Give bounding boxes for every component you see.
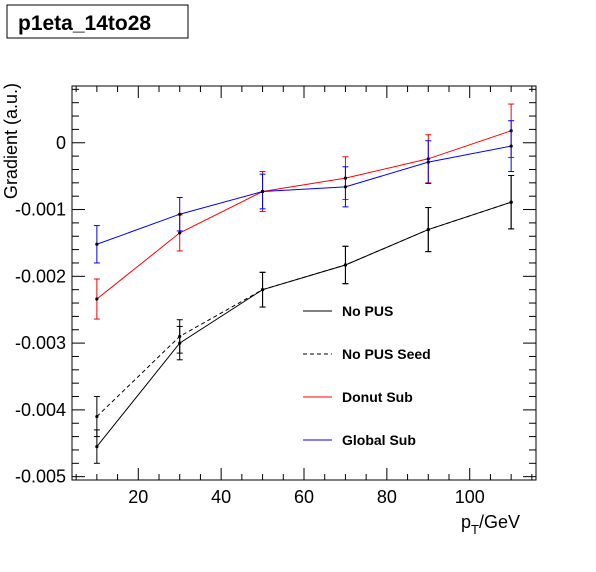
series-line (96, 201, 512, 417)
data-point (509, 200, 513, 204)
x-tick-label: 20 (128, 487, 148, 507)
data-point (95, 445, 99, 449)
x-axis-label-unit: /GeV (479, 512, 520, 532)
data-point (178, 212, 182, 216)
data-point (343, 263, 348, 267)
series-0 (93, 174, 515, 464)
chart-title-box (6, 4, 189, 39)
x-axis-label-sub: T (471, 522, 479, 537)
x-tick-label: 100 (455, 487, 485, 507)
y-tick-label: 0 (56, 133, 66, 153)
series-3 (93, 120, 515, 264)
series-line (96, 201, 512, 447)
legend-label: Global Sub (342, 432, 416, 448)
y-tick-label: -0.003 (15, 333, 66, 353)
x-tick-label: 80 (377, 487, 397, 507)
y-tick-label: -0.002 (15, 266, 66, 286)
data-point (260, 288, 265, 292)
legend-label: No PUS Seed (342, 346, 431, 362)
x-tick-label: 40 (211, 487, 231, 507)
data-point (95, 297, 99, 301)
data-point (509, 144, 513, 148)
y-tick-label: -0.001 (15, 200, 66, 220)
chart-title: p1eta_14to28 (18, 12, 151, 35)
data-point (426, 227, 430, 232)
data-point (95, 414, 99, 419)
data-point (178, 334, 182, 339)
data-point (426, 160, 430, 164)
data-point (343, 185, 348, 189)
x-axis: 20 40 60 80 100 (75, 86, 533, 507)
series-layer (93, 103, 515, 464)
y-axis-label: Gradient (a.u.) (1, 83, 21, 199)
series-2 (93, 103, 515, 320)
y-axis: 0 -0.001 -0.002 -0.003 -0.004 -0.005 (15, 88, 536, 487)
data-point (178, 231, 182, 235)
x-axis-label-main: p (461, 512, 471, 532)
legend: No PUS No PUS Seed Donut Sub Global Sub (303, 303, 431, 448)
y-tick-label: -0.005 (15, 467, 66, 487)
series-line (96, 130, 512, 300)
data-point (260, 189, 265, 194)
series-line (96, 145, 512, 245)
x-axis-label: pT/GeV (461, 512, 520, 537)
y-tick-label: -0.004 (15, 400, 66, 420)
legend-label: No PUS (342, 303, 393, 319)
data-point (95, 242, 99, 246)
plot-frame (71, 85, 537, 481)
legend-label: Donut Sub (342, 389, 413, 405)
x-tick-label: 60 (294, 487, 314, 507)
series-1 (93, 174, 515, 438)
